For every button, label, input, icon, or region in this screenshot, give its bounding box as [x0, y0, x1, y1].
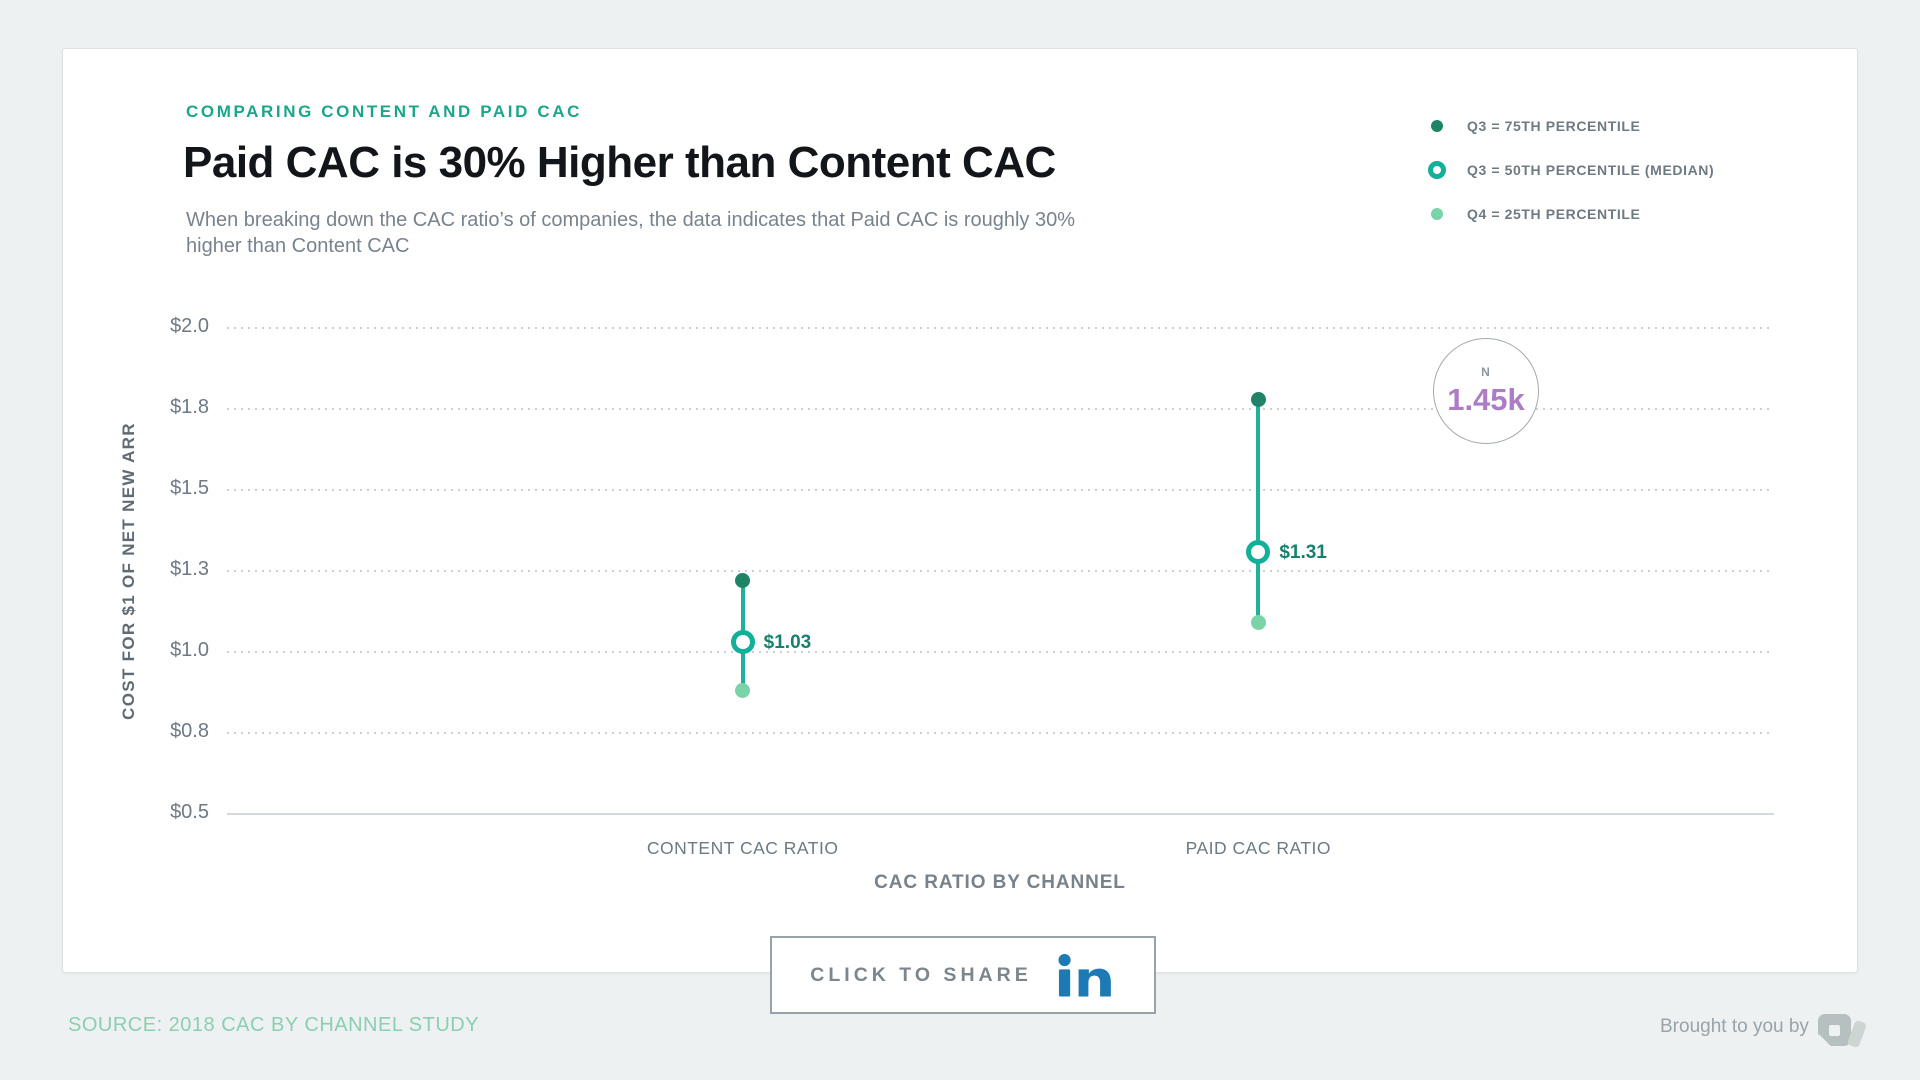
y-gridline [227, 408, 1774, 410]
legend-label: Q4 = 25TH PERCENTILE [1467, 206, 1641, 222]
p75-dot [1250, 391, 1266, 407]
y-tick-label: $1.3 [170, 558, 209, 580]
y-tick-label: $1.0 [170, 639, 209, 661]
page-title: Paid CAC is 30% Higher than Content CAC [183, 138, 1056, 187]
brand-logo-icon [1806, 1012, 1880, 1060]
chart-legend: Q3 = 75TH PERCENTILE Q3 = 50TH PERCENTIL… [1428, 111, 1714, 243]
chart-card [62, 48, 1858, 973]
legend-label: Q3 = 75TH PERCENTILE [1467, 118, 1641, 134]
source-citation: SOURCE: 2018 CAC BY CHANNEL STUDY [68, 1014, 480, 1036]
y-gridline [227, 732, 1774, 734]
median-value-label: $1.03 [763, 632, 812, 654]
y-tick-label: $1.8 [170, 396, 209, 418]
median-ring [730, 630, 755, 655]
x-category-label: PAID CAC RATIO [1185, 838, 1332, 858]
subtitle-line-2: higher than Content CAC [186, 235, 410, 257]
legend-label: Q3 = 50TH PERCENTILE (MEDIAN) [1467, 162, 1715, 178]
y-gridline [227, 813, 1774, 815]
p25-dot [735, 683, 751, 699]
page-subtitle: When breaking down the CAC ratio’s of co… [186, 207, 1075, 259]
q3-75th-percentile-dot-icon [1431, 120, 1443, 132]
y-tick-label: $1.5 [170, 477, 209, 499]
share-button-label: CLICK TO SHARE [810, 963, 1032, 986]
y-gridline [227, 651, 1774, 653]
percentile-range-line [1256, 399, 1261, 623]
median-ring [1246, 539, 1271, 564]
attribution-text: Brought to you by [1660, 1016, 1809, 1037]
y-tick-label: $0.5 [170, 801, 209, 823]
legend-item-25th-percentile: Q4 = 25TH PERCENTILE [1428, 199, 1714, 229]
y-gridline [227, 327, 1774, 329]
y-tick-label: $0.8 [170, 720, 209, 742]
share-button[interactable]: CLICK TO SHARE [770, 936, 1156, 1014]
legend-item-75th-percentile: Q3 = 75TH PERCENTILE [1428, 111, 1714, 141]
eyebrow-kicker: COMPARING CONTENT AND PAID CAC [186, 102, 582, 121]
y-tick-label: $2.0 [170, 315, 209, 337]
y-gridline [227, 570, 1774, 572]
y-gridline [227, 489, 1774, 491]
q4-25th-percentile-dot-icon [1431, 208, 1443, 220]
sample-size-value: 1.45k [1447, 381, 1525, 417]
plot-area: $2.0 $1.8 $1.5 $1.3 $1.0 $0.8 $0.5 $1.03 CONTENT… [170, 315, 1774, 858]
sample-size-badge: N 1.45k [1433, 338, 1539, 444]
legend-item-median: Q3 = 50TH PERCENTILE (MEDIAN) [1428, 155, 1714, 185]
x-axis-title: CAC RATIO BY CHANNEL [874, 872, 1126, 893]
linkedin-icon [1058, 953, 1111, 997]
median-value-label: $1.31 [1279, 541, 1327, 563]
sample-size-label: N [1481, 364, 1491, 379]
x-category-label: CONTENT CAC RATIO [646, 838, 839, 858]
p25-dot [1250, 615, 1266, 631]
median-ring-icon [1428, 161, 1446, 179]
subtitle-line-1: When breaking down the CAC ratio’s of co… [186, 209, 1076, 231]
p75-dot [735, 573, 751, 589]
